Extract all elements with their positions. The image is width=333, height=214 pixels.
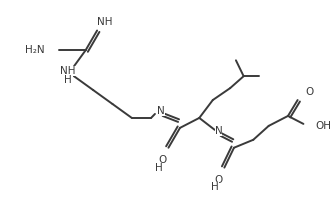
- Text: O: O: [214, 175, 223, 184]
- Text: N: N: [157, 106, 165, 116]
- Text: NH: NH: [97, 16, 113, 27]
- Text: O: O: [305, 87, 314, 97]
- Text: OH: OH: [315, 121, 331, 131]
- Text: NH: NH: [60, 66, 76, 76]
- Text: H: H: [155, 163, 163, 173]
- Text: H: H: [64, 75, 72, 85]
- Text: N: N: [215, 126, 222, 136]
- Text: H₂N: H₂N: [25, 45, 45, 55]
- Text: O: O: [159, 155, 167, 165]
- Text: H: H: [211, 183, 218, 192]
